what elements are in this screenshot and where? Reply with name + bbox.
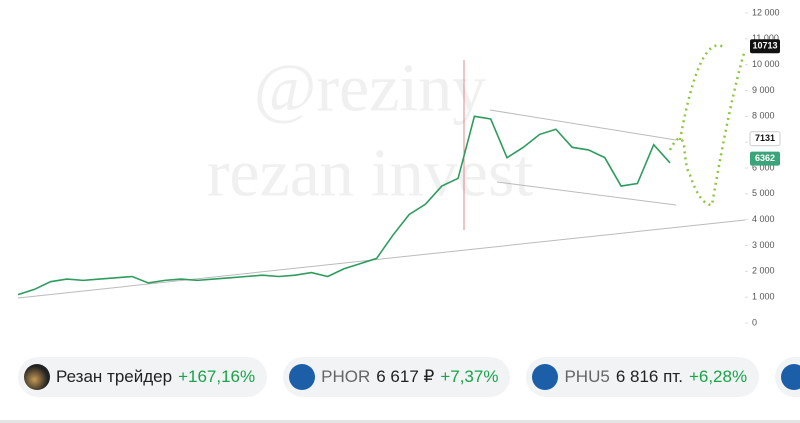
ticker-name: PHU5: [564, 367, 610, 386]
y-tick-label: 9 000: [752, 85, 775, 95]
price-tag: [750, 151, 780, 166]
y-tick-label: 5 000: [752, 188, 775, 198]
ticker-chip[interactable]: PHOR 6 617 ₽ +7,37%: [283, 357, 511, 397]
y-tick-label: 6 000: [752, 162, 775, 172]
price-tag-label: 7131: [755, 133, 775, 143]
ticker-change: +167,16%: [178, 367, 256, 386]
icon: [289, 364, 316, 390]
price-tag-label: 6362: [755, 153, 775, 163]
price-line: [17, 115, 671, 296]
price-tag: [749, 131, 781, 147]
watermark: @reziny: [254, 50, 487, 126]
bottom-bar: [0, 420, 800, 423]
icon: [532, 364, 559, 390]
chart: @reziny rezan invest 0 1 000 2 000 3 000 4 0…: [17, 7, 781, 327]
ticker-chip[interactable]: PHU5 6 816 пт. +6,28%: [526, 357, 760, 397]
y-tick-label: 1 000: [752, 292, 775, 302]
ticker-chip[interactable]: Резан трейдер +167,16%: [18, 357, 268, 397]
price-tag-label: 10713: [752, 41, 777, 51]
ticker-change: +7,37%: [440, 367, 499, 386]
y-tick-label: 0: [752, 317, 757, 327]
price-tag: [750, 39, 780, 54]
ticker-change: +6,28%: [688, 367, 748, 386]
ticker-chip[interactable]: P: [775, 357, 800, 397]
avatar: [24, 364, 50, 390]
forecast: [668, 44, 747, 207]
y-tick-label: 8 000: [752, 111, 775, 121]
ticker-strip: Резан трейдер +167,16% PHOR 6 617 ₽ +7,37% …: [18, 357, 800, 397]
ticker-name: Резан трейдер: [56, 367, 173, 386]
y-tick-label: 12 000: [752, 7, 780, 17]
trendlines: [17, 60, 746, 299]
y-tick-label: 11 000: [752, 33, 779, 43]
y-tick-label: 10 000: [752, 59, 780, 69]
y-tick-label: 4 000: [752, 214, 775, 224]
ticker-price: 6 617 ₽: [376, 367, 435, 386]
y-tick-label: 3 000: [752, 240, 775, 250]
ticker-price: 6 816 пт.: [615, 367, 683, 386]
y-tick-label: 2 000: [752, 266, 775, 276]
icon: [781, 364, 800, 390]
watermark: rezan invest: [207, 135, 534, 211]
ticker-name: PHOR: [321, 367, 371, 386]
